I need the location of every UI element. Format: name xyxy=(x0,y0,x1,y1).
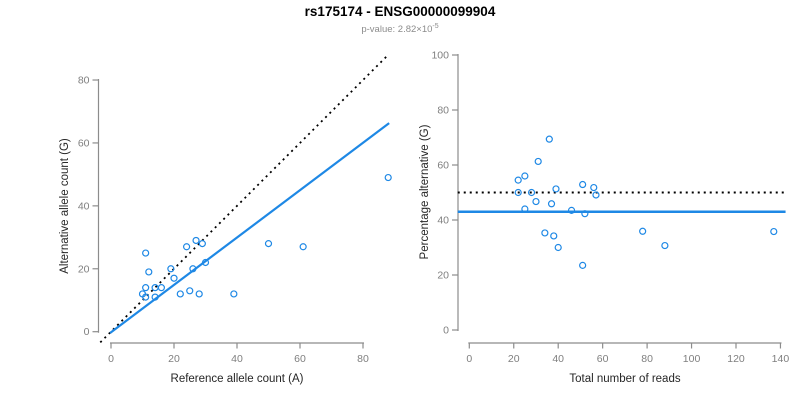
data-point xyxy=(639,227,647,235)
y-axis-tick-label: 20 xyxy=(78,263,90,275)
y-axis-tick-label: 80 xyxy=(437,105,449,117)
data-point xyxy=(142,249,150,257)
pvalue-text: p-value: 2.82×10 xyxy=(361,24,433,36)
data-point xyxy=(534,157,542,166)
x-axis-tick-label: 60 xyxy=(597,353,609,365)
page-title: rs175174 - ENSG00000099904 xyxy=(304,4,496,19)
y-axis-tick-label: 20 xyxy=(437,270,449,282)
x-axis-tick-label: 0 xyxy=(108,353,114,365)
x-axis-tick-label: 100 xyxy=(683,353,701,365)
data-point xyxy=(514,176,522,184)
data-point xyxy=(170,274,178,282)
data-point xyxy=(527,188,536,197)
data-point xyxy=(186,287,194,295)
data-point xyxy=(183,243,191,251)
data-point xyxy=(176,290,184,298)
data-point xyxy=(661,241,669,250)
data-point xyxy=(201,258,210,267)
data-point xyxy=(579,180,587,189)
data-point xyxy=(579,261,587,269)
x-axis-tick-label: 40 xyxy=(552,353,564,365)
pvalue-subtitle: p-value: 2.82×10-5 xyxy=(0,23,800,35)
data-point xyxy=(521,205,529,213)
data-point xyxy=(167,265,175,273)
data-point xyxy=(567,206,576,214)
data-point xyxy=(145,268,153,276)
y-axis-tick-label: 100 xyxy=(431,50,449,62)
pvalue-exponent: -5 xyxy=(432,23,439,30)
y-axis-label: Alternative allele count (G) xyxy=(59,138,71,274)
data-point xyxy=(547,200,556,208)
y-axis-label: Percentage alternative (G) xyxy=(419,124,431,259)
x-axis-tick-label: 120 xyxy=(727,353,745,365)
y-axis-tick-label: 80 xyxy=(78,75,90,87)
data-point xyxy=(550,232,558,240)
y-axis-tick-label: 0 xyxy=(84,326,90,338)
data-point xyxy=(151,284,159,292)
data-point xyxy=(151,293,159,301)
x-axis-tick-label: 20 xyxy=(168,353,180,365)
x-axis-tick-label: 40 xyxy=(231,353,243,365)
data-point xyxy=(198,240,206,248)
data-point xyxy=(264,240,273,248)
allele-counts-panel: 0 20 40 60 80 0 20 40 60 80 Reference allele count… xyxy=(59,55,392,385)
x-axis-label: Total number of reads xyxy=(569,373,680,385)
data-point xyxy=(514,188,522,197)
y-axis-tick-label: 60 xyxy=(78,137,90,149)
data-point xyxy=(157,284,165,292)
x-axis-tick-label: 140 xyxy=(772,353,790,365)
x-axis-tick-label: 80 xyxy=(357,353,369,365)
data-point xyxy=(590,183,598,192)
data-point xyxy=(142,293,150,301)
fitted-ratio-line xyxy=(109,122,390,334)
data-point xyxy=(192,236,200,245)
data-point xyxy=(384,173,392,182)
data-point xyxy=(521,172,529,180)
x-axis-tick-label: 0 xyxy=(466,353,472,365)
x-axis-tick-label: 80 xyxy=(641,353,653,365)
data-point xyxy=(299,243,307,251)
x-axis-tick-label: 60 xyxy=(294,353,306,365)
data-point xyxy=(554,243,562,252)
data-point xyxy=(142,284,150,292)
data-point xyxy=(545,135,553,143)
x-axis-tick-label: 20 xyxy=(508,353,520,365)
data-point xyxy=(189,265,197,273)
data-point xyxy=(532,197,540,206)
y-axis-tick-label: 40 xyxy=(437,215,449,227)
data-point xyxy=(770,227,778,236)
y-axis-tick-label: 60 xyxy=(437,160,449,172)
data-point xyxy=(195,290,203,298)
data-point xyxy=(541,229,549,237)
data-point xyxy=(230,290,238,298)
y-axis-tick-label: 0 xyxy=(443,325,449,337)
x-axis-label: Reference allele count (A) xyxy=(171,373,304,385)
data-point xyxy=(592,191,600,199)
data-point xyxy=(552,185,560,193)
data-point xyxy=(581,210,589,218)
y-axis-tick-label: 40 xyxy=(78,200,90,212)
